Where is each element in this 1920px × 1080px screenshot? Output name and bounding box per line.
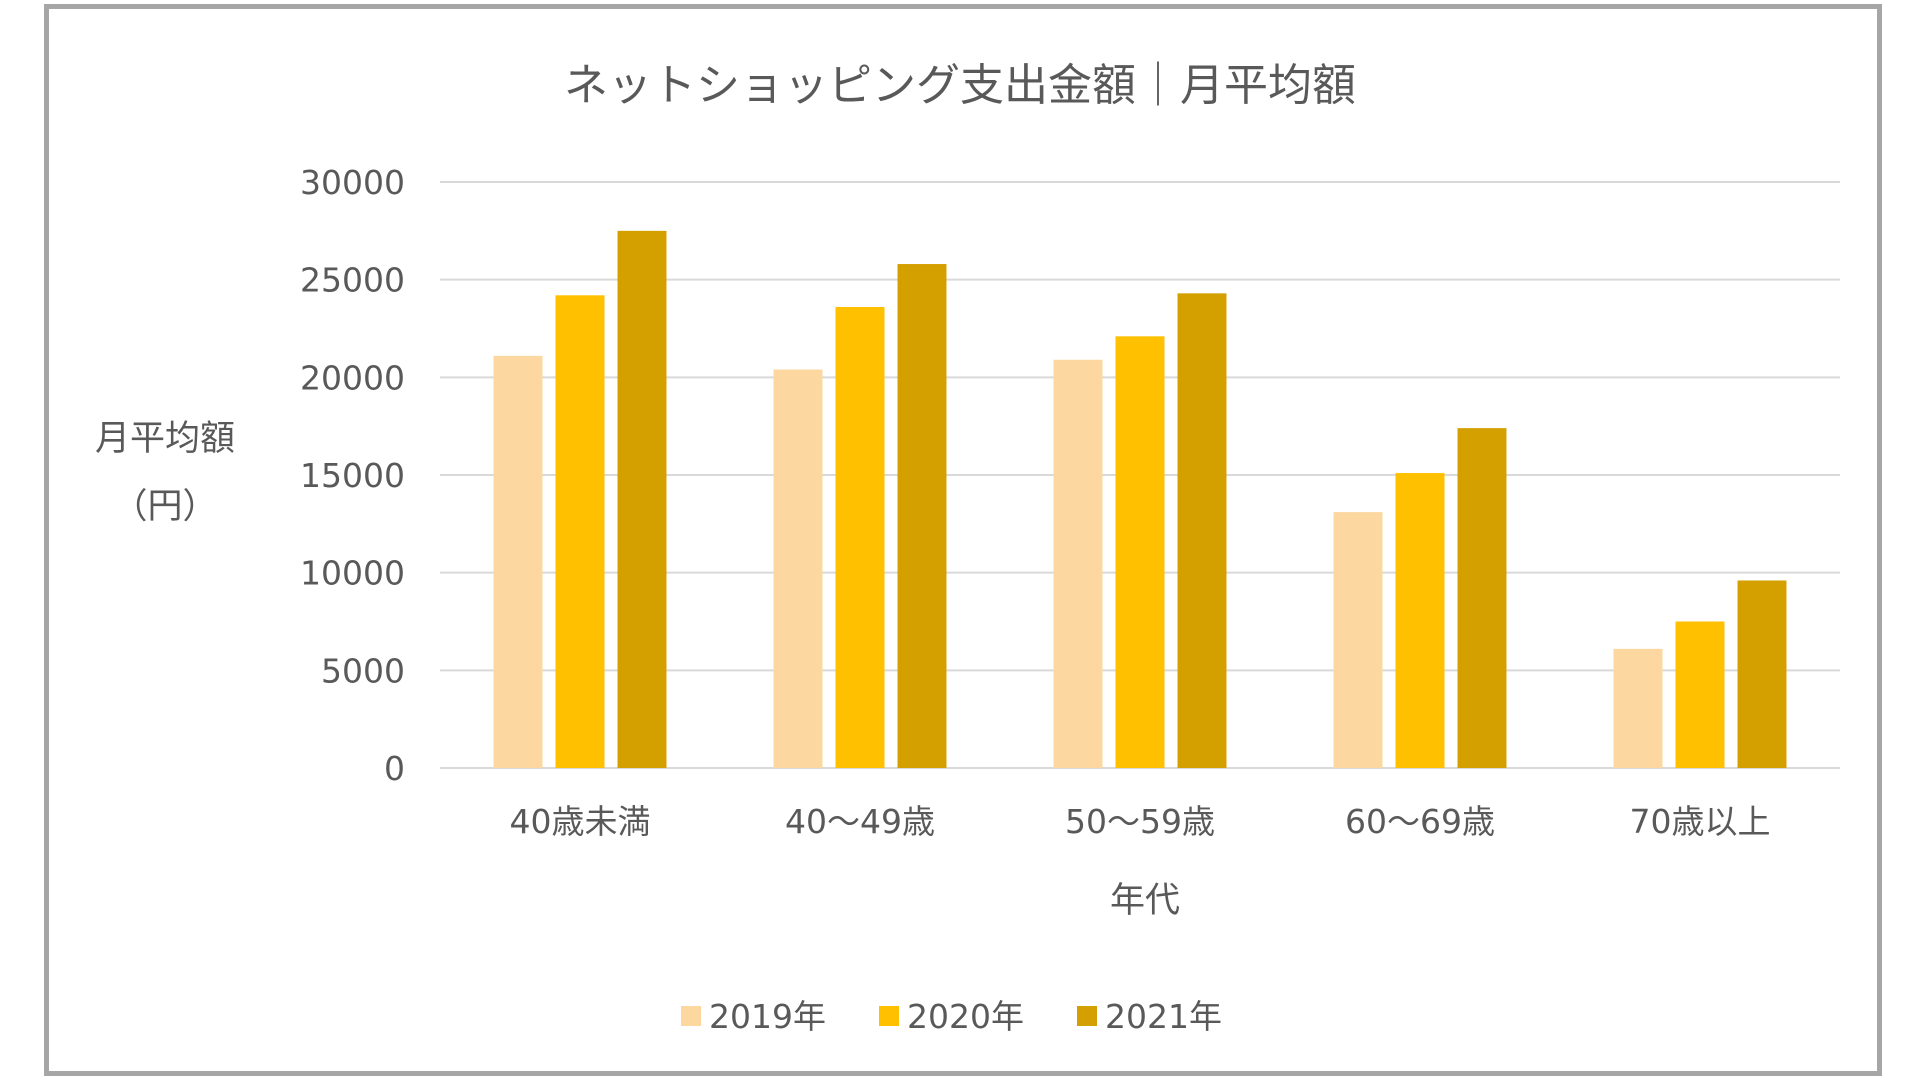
bar-2020年-40～49歳 [835, 307, 885, 768]
bar-2019年-60～69歳 [1333, 512, 1383, 768]
legend-label: 2020年 [907, 997, 1024, 1036]
bar-2021年-50～59歳 [1177, 293, 1227, 768]
legend-swatch [681, 1006, 701, 1026]
y-tick-label: 30000 [300, 163, 405, 202]
chart-title: ネットショッピング支出金額｜月平均額 [564, 60, 1356, 111]
bar-2019年-50～59歳 [1053, 359, 1103, 768]
y-tick-label: 25000 [300, 261, 405, 300]
bar-2020年-50～59歳 [1115, 336, 1165, 768]
y-axis-title-line2: （円） [112, 487, 217, 527]
y-tick-label: 15000 [300, 456, 405, 495]
legend: 2019年 2020年 2021年 [681, 997, 1222, 1036]
bars [493, 230, 1787, 769]
bar-2020年-60～69歳 [1395, 473, 1445, 768]
y-tick-label: 5000 [321, 651, 405, 690]
x-axis-title: 年代 [1110, 881, 1180, 921]
x-category-label: 70歳以上 [1630, 802, 1771, 841]
legend-label: 2021年 [1105, 997, 1222, 1036]
bar-2021年-40歳未満 [617, 230, 667, 769]
bar-2021年-70歳以上 [1737, 580, 1787, 768]
legend-swatch [879, 1006, 899, 1026]
x-axis-categories: 40歳未満 40～49歳 50～59歳 60～69歳 70歳以上 [510, 802, 1771, 841]
bar-2021年-60～69歳 [1457, 428, 1507, 768]
y-tick-label: 20000 [300, 358, 405, 397]
x-category-label: 40～49歳 [785, 802, 935, 841]
legend-label: 2019年 [709, 997, 826, 1036]
legend-swatch [1077, 1006, 1097, 1026]
bar-2019年-40歳未満 [493, 355, 543, 768]
y-axis-ticks: 0 5000 10000 15000 20000 25000 30000 [300, 163, 405, 788]
bar-2019年-70歳以上 [1613, 648, 1663, 768]
x-category-label: 60～69歳 [1345, 802, 1495, 841]
bar-2019年-40～49歳 [773, 369, 823, 768]
bar-2020年-40歳未満 [555, 295, 605, 768]
y-tick-label: 10000 [300, 554, 405, 593]
y-axis-title-line1: 月平均額 [95, 419, 235, 459]
bar-2021年-40～49歳 [897, 264, 947, 768]
bar-2020年-70歳以上 [1675, 621, 1725, 768]
y-tick-label: 0 [384, 749, 405, 788]
x-category-label: 50～59歳 [1065, 802, 1215, 841]
x-category-label: 40歳未満 [510, 802, 651, 841]
